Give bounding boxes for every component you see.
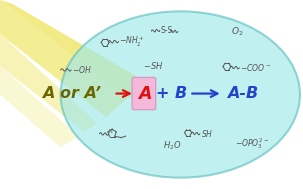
- Polygon shape: [0, 0, 127, 117]
- Polygon shape: [0, 0, 79, 147]
- Text: $-OPO_3^{2-}$: $-OPO_3^{2-}$: [235, 137, 269, 151]
- Polygon shape: [0, 0, 152, 98]
- Text: A or A’: A or A’: [42, 86, 101, 101]
- Text: $-OH$: $-OH$: [72, 64, 92, 75]
- Text: $-NH_2^+$: $-NH_2^+$: [119, 35, 145, 49]
- Text: + B: + B: [156, 86, 188, 101]
- Text: A-B: A-B: [227, 86, 258, 101]
- Text: $-COO^-$: $-COO^-$: [240, 62, 272, 73]
- Text: $H_2O$: $H_2O$: [163, 139, 181, 152]
- Text: $O_2$: $O_2$: [231, 26, 243, 38]
- Text: N: N: [109, 129, 112, 134]
- Polygon shape: [0, 0, 97, 132]
- Ellipse shape: [61, 11, 300, 178]
- Text: $-SH$: $-SH$: [143, 60, 163, 71]
- FancyBboxPatch shape: [132, 77, 156, 110]
- Text: $SH$: $SH$: [201, 128, 213, 139]
- Text: A: A: [138, 84, 151, 103]
- Text: S-S: S-S: [161, 26, 173, 35]
